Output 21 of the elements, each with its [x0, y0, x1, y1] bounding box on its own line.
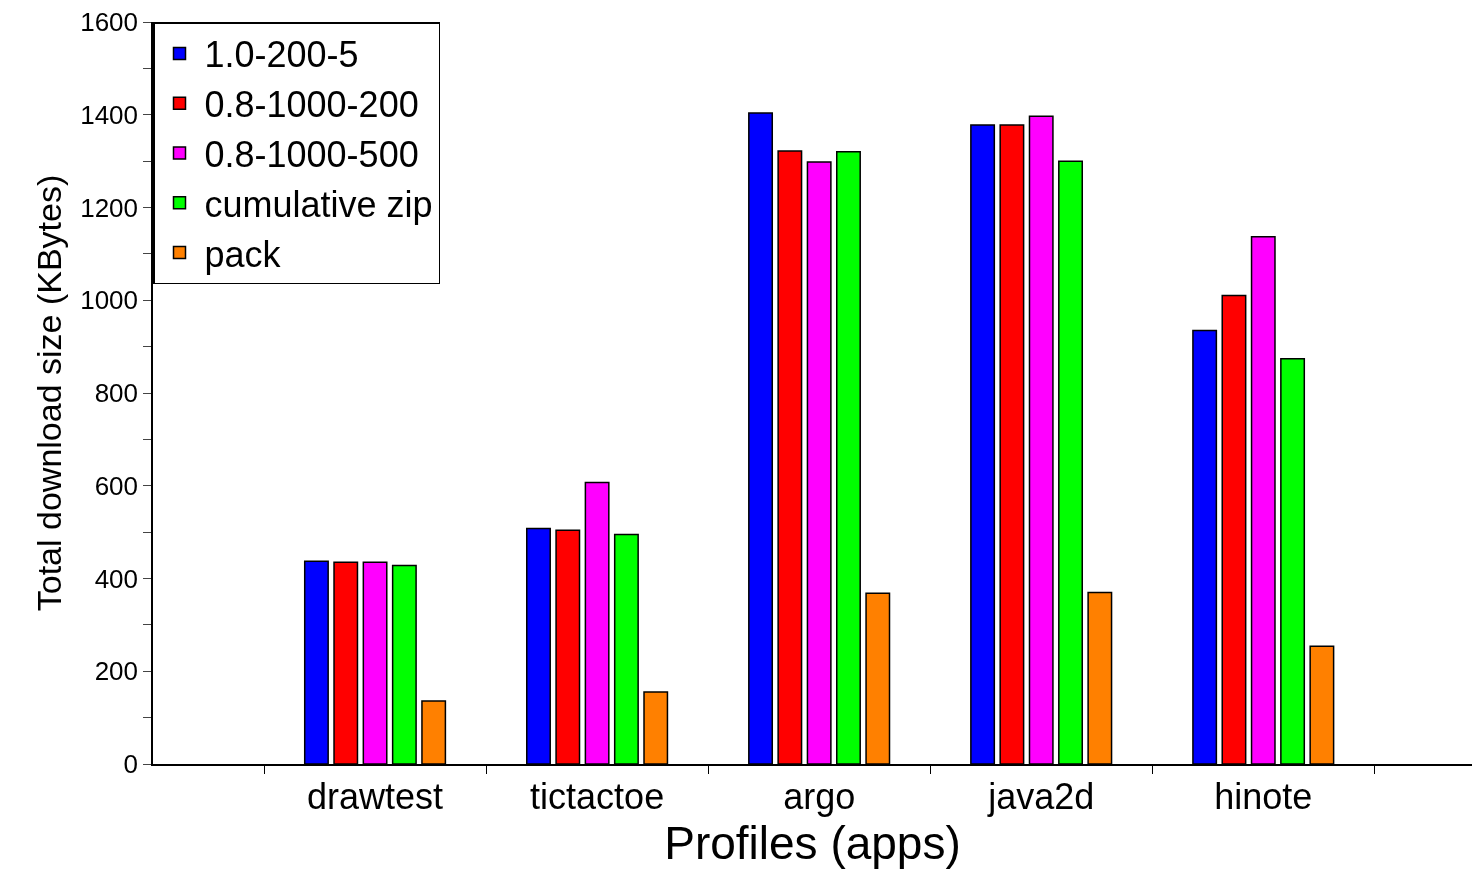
y-tick-label: 1600	[80, 7, 139, 38]
x-tick-label: tictactoe	[530, 775, 665, 817]
y-tick-label: 400	[94, 563, 139, 594]
x-tick-label: java2d	[987, 775, 1095, 817]
y-tick-label: 200	[94, 656, 139, 687]
legend-label: 1.0-200-5	[204, 34, 359, 76]
legend-label: 0.8-1000-500	[204, 134, 419, 176]
x-axis-title: Profiles (apps)	[664, 816, 961, 869]
x-tick-label: hinote	[1214, 775, 1313, 817]
y-axis-title: Total download size (KBytes)	[30, 174, 69, 612]
legend-label: pack	[204, 233, 282, 275]
y-tick-label: 600	[94, 470, 139, 501]
y-tick-label: 1200	[80, 192, 139, 223]
y-tick-label: 0	[123, 749, 139, 780]
y-tick-label: 1400	[80, 99, 139, 130]
legend-label: 0.8-1000-200	[204, 84, 419, 126]
x-tick-label: argo	[783, 775, 856, 817]
y-tick-label: 1000	[80, 285, 139, 316]
x-tick-label: drawtest	[307, 775, 444, 817]
y-tick-label: 800	[94, 378, 139, 409]
legend-label: cumulative zip	[204, 183, 433, 225]
